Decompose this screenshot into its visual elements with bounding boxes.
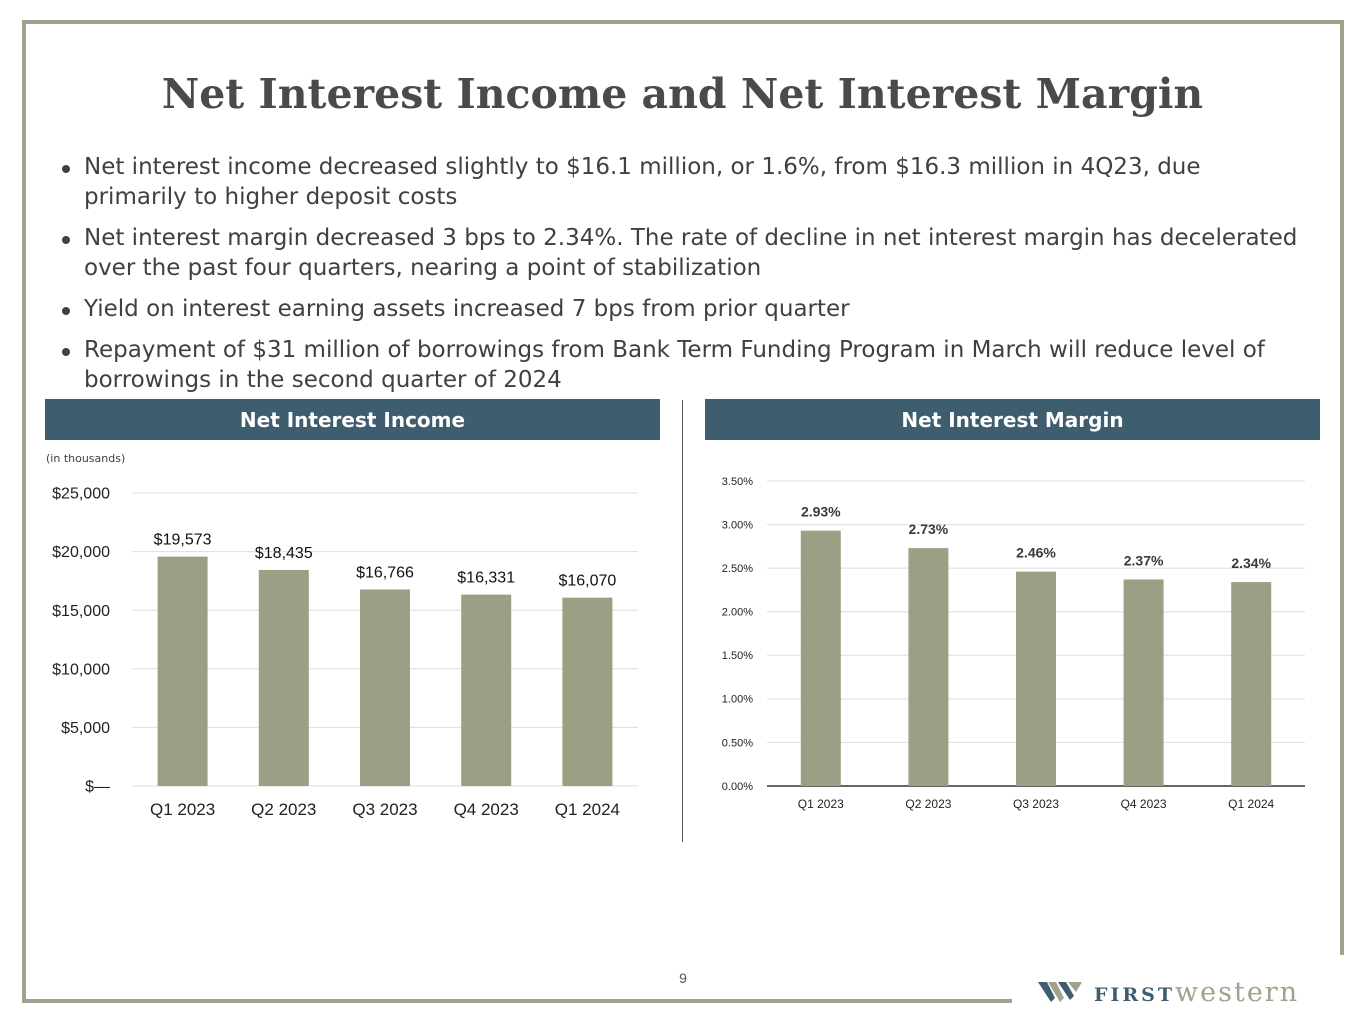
bullet-item: Repayment of $31 million of borrowings f… — [58, 335, 1308, 395]
data-label: 2.37% — [1124, 552, 1164, 568]
units-note: (in thousands) — [46, 452, 126, 465]
y-tick-label: $10,000 — [52, 661, 110, 678]
y-tick-label: 2.00% — [722, 607, 753, 619]
first-western-logo: FIRSTwestern — [1038, 975, 1343, 1009]
frame-top-border — [22, 20, 1344, 24]
x-tick-label: Q2 2023 — [905, 797, 951, 811]
data-label: 2.46% — [1016, 545, 1056, 561]
x-tick-label: Q1 2024 — [1228, 797, 1274, 811]
bar — [1231, 582, 1272, 786]
panel-divider — [682, 400, 683, 842]
frame-bottom-border — [22, 999, 1012, 1003]
logo-first-text: FIRST — [1094, 983, 1176, 1006]
page-number: 9 — [679, 970, 687, 986]
x-tick-label: Q4 2023 — [1121, 797, 1167, 811]
x-tick-label: Q2 2023 — [251, 800, 316, 819]
net-interest-income-header: Net Interest Income — [45, 399, 660, 440]
x-tick-label: Q3 2023 — [352, 800, 417, 819]
y-tick-label: 1.50% — [722, 650, 753, 662]
y-tick-label: 3.00% — [722, 519, 753, 531]
data-label: 2.73% — [909, 521, 949, 537]
data-label: $19,573 — [154, 532, 212, 549]
y-tick-label: 2.50% — [722, 563, 753, 575]
data-label: $16,331 — [457, 570, 515, 587]
x-tick-label: Q1 2023 — [798, 797, 844, 811]
bar — [157, 556, 208, 786]
y-tick-label: $25,000 — [52, 486, 110, 503]
data-label: $16,766 — [356, 565, 414, 582]
y-tick-label: $20,000 — [52, 544, 110, 561]
data-label: 2.93% — [801, 504, 841, 520]
y-tick-label: 0.50% — [722, 737, 753, 749]
bar — [360, 589, 410, 786]
bar — [800, 530, 841, 786]
net-interest-margin-header: Net Interest Margin — [705, 399, 1320, 440]
slide-title: Net Interest Income and Net Interest Mar… — [161, 70, 1204, 118]
bar — [562, 597, 613, 786]
frame-right-border — [1340, 20, 1344, 955]
data-label: 2.34% — [1231, 555, 1271, 571]
bar — [908, 548, 949, 786]
data-label: $18,435 — [255, 545, 313, 562]
x-tick-label: Q1 2024 — [555, 800, 620, 819]
bullet-list: Net interest income decreased slightly t… — [58, 152, 1308, 406]
y-tick-label: 3.50% — [722, 476, 753, 488]
y-tick-label: 1.00% — [722, 694, 753, 706]
y-tick-label: $5,000 — [61, 720, 110, 737]
bullet-item: Yield on interest earning assets increas… — [58, 294, 1308, 324]
bar — [1123, 579, 1164, 786]
x-tick-label: Q4 2023 — [454, 800, 519, 819]
data-label: $16,070 — [558, 573, 616, 590]
bullet-item: Net interest margin decreased 3 bps to 2… — [58, 223, 1308, 283]
logo-w-mark-icon — [1038, 982, 1082, 1002]
y-tick-label: $15,000 — [52, 603, 110, 620]
net-interest-margin-chart: 0.00% 0.50% 1.00% 1.50% 2.00% 2.50% 3.00% 3.50%… — [722, 476, 1305, 811]
frame-left-border — [22, 20, 26, 1003]
bar — [258, 569, 309, 786]
bar — [1016, 571, 1056, 786]
x-tick-label: Q1 2023 — [150, 800, 215, 819]
y-tick-label: $— — [85, 779, 110, 796]
bullet-item: Net interest income decreased slightly t… — [58, 152, 1308, 212]
logo-western-text: western — [1175, 976, 1300, 1008]
bar — [461, 594, 512, 786]
logo-wordmark: FIRSTwestern — [1094, 977, 1299, 1008]
net-interest-income-chart: $— $5,000 $10,000 $15,000 $20,000 $25,000 $19,… — [52, 486, 638, 819]
x-tick-label: Q3 2023 — [1013, 797, 1059, 811]
y-tick-label: 0.00% — [722, 781, 753, 793]
